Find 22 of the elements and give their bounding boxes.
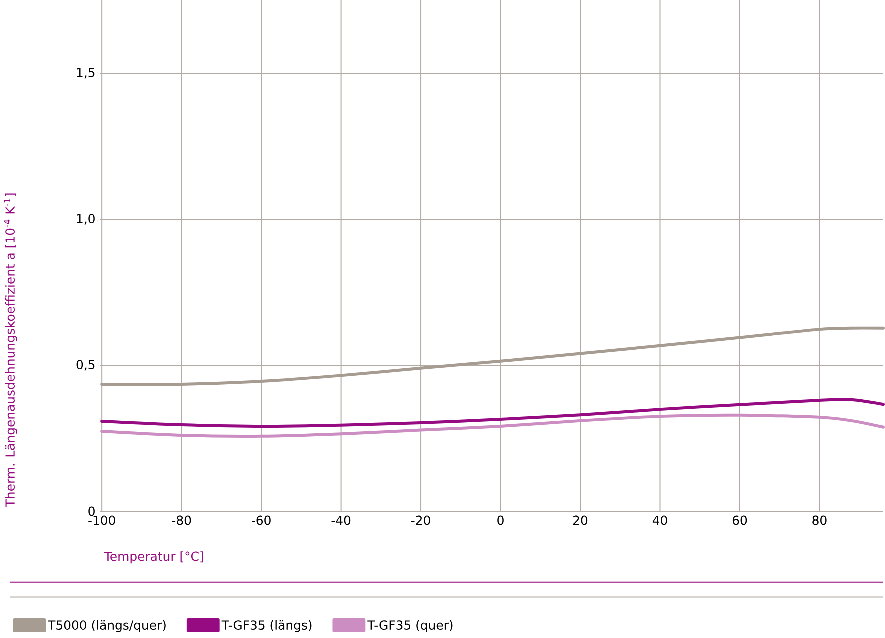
legend-label: T-GF35 (quer) (368, 620, 453, 632)
y-tick-label: 0,5 (76, 360, 95, 371)
y-tick-label: 0 (88, 506, 95, 516)
line-series (100, 414, 885, 438)
y-tick-label: 1,0 (77, 214, 95, 225)
x-tick-label: -40 (332, 516, 351, 526)
x-tick-label: -100 (88, 516, 116, 526)
x-tick-label: 40 (652, 516, 668, 526)
x-tick-label: 80 (812, 516, 827, 526)
x-tick-label: 0 (498, 516, 504, 526)
x-tick-label: 60 (732, 516, 748, 526)
x-tick-label: -80 (172, 516, 192, 526)
line-series (100, 398, 885, 428)
y-tick-label: 1,5 (77, 68, 95, 79)
x-tick-label: -60 (252, 516, 271, 526)
line-series (100, 326, 885, 386)
x-axis-title: Temperatur [°C] (104, 551, 204, 564)
x-tick-label: 20 (574, 516, 588, 526)
x-tick-label: -20 (411, 516, 430, 526)
y-axis-title: Therm. Längenausdehnungskoeffizient a [10$^{-4}$ K$^{-1}$] (4, 194, 18, 508)
legend-label: T-GF35 (längs) (222, 620, 312, 632)
legend-label: T5000 (längs/quer) (48, 620, 166, 632)
